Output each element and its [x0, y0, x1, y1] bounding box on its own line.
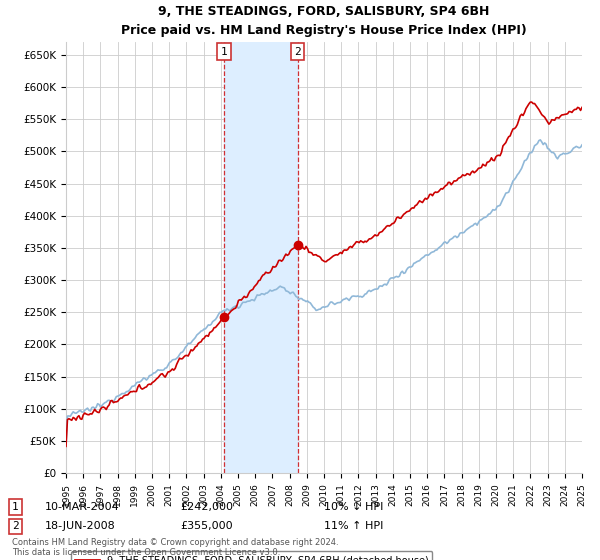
- Text: 10-MAR-2004: 10-MAR-2004: [45, 502, 120, 512]
- Text: 11% ↑ HPI: 11% ↑ HPI: [324, 521, 383, 531]
- Text: 10% ↓ HPI: 10% ↓ HPI: [324, 502, 383, 512]
- Text: 2: 2: [294, 46, 301, 57]
- Text: 1: 1: [12, 502, 19, 512]
- Text: 1: 1: [221, 46, 227, 57]
- Text: 18-JUN-2008: 18-JUN-2008: [45, 521, 116, 531]
- Text: 2: 2: [12, 521, 19, 531]
- Text: Contains HM Land Registry data © Crown copyright and database right 2024.
This d: Contains HM Land Registry data © Crown c…: [12, 538, 338, 557]
- Text: £355,000: £355,000: [180, 521, 233, 531]
- Text: £242,000: £242,000: [180, 502, 233, 512]
- Bar: [224, 42, 298, 473]
- Legend: 9, THE STEADINGS, FORD, SALISBURY, SP4 6BH (detached house), HPI: Average price,: 9, THE STEADINGS, FORD, SALISBURY, SP4 6…: [71, 552, 433, 560]
- Title: 9, THE STEADINGS, FORD, SALISBURY, SP4 6BH
Price paid vs. HM Land Registry's Hou: 9, THE STEADINGS, FORD, SALISBURY, SP4 6…: [121, 4, 527, 36]
